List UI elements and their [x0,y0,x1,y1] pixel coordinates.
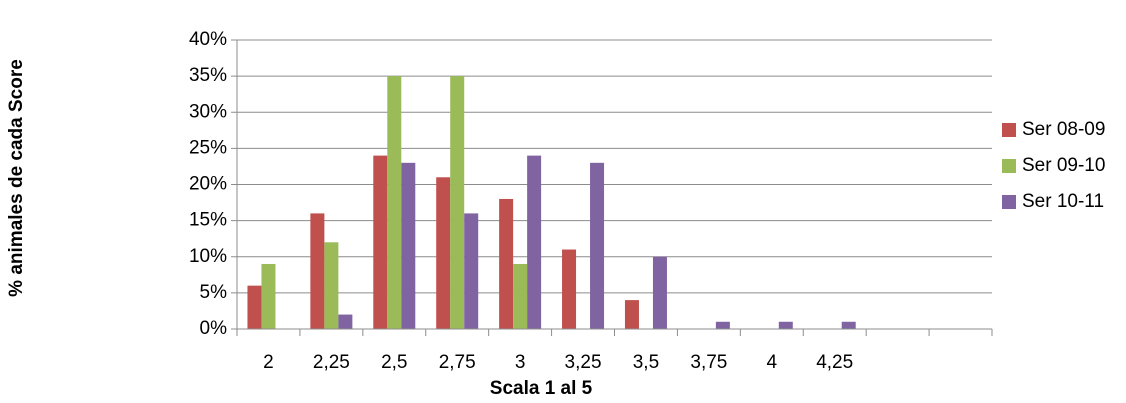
x-tick-label: 2,5 [381,352,407,373]
x-axis-title: Scala 1 al 5 [490,378,593,399]
bar-ser-10-11 [715,321,730,329]
x-tick-label: 3,25 [565,352,602,373]
x-tick-label: 2 [263,352,274,373]
bar-ser-08-09 [562,249,577,329]
y-tick-labels: 0% 5% 10% 15% 20% 25% 30% 35% 40% [189,29,227,339]
x-tick-labels: 2 2,25 2,5 2,75 3 3,25 3,5 3,75 4 4,25 [263,352,853,373]
y-tick-label: 20% [189,174,227,195]
x-tick-label: 4,25 [816,352,853,373]
bar-ser-10-11 [527,155,542,329]
bar-ser-10-11 [778,321,793,329]
bar-ser-10-11 [338,314,353,329]
y-axis-title: % animales de cada Score [6,59,27,297]
y-tick-label: 0% [200,318,228,339]
bar-ser-09-10 [513,263,528,329]
y-tick-label: 40% [189,29,227,50]
x-tick-label: 2,75 [439,352,476,373]
legend-label: Ser 09-10 [1022,155,1105,176]
bar-ser-09-10 [450,76,465,329]
bar-ser-08-09 [247,285,262,329]
legend-swatch [1002,195,1016,209]
legend-swatch [1002,123,1016,137]
legend-label: Ser 08-09 [1022,119,1105,140]
bar-ser-09-10 [324,242,339,329]
bar-ser-08-09 [310,213,325,329]
x-tick-label: 2,25 [313,352,350,373]
y-tick-label: 25% [189,137,227,158]
bar-ser-08-09 [499,198,514,329]
x-tick-label: 3,5 [633,352,659,373]
bar-ser-10-11 [401,162,416,329]
bar-ser-08-09 [373,155,388,329]
bar-ser-09-10 [261,263,276,329]
y-tick-label: 30% [189,101,227,122]
x-tick-label: 3,75 [690,352,727,373]
y-tick-label: 5% [200,282,228,303]
y-tick-label: 35% [189,65,227,86]
bar-ser-08-09 [624,300,639,329]
bar-ser-10-11 [652,256,667,329]
y-tick-label: 15% [189,210,227,231]
bar-ser-08-09 [436,177,451,329]
gridlines [231,39,992,330]
axes [236,40,993,336]
bars [247,76,856,329]
bar-ser-10-11 [841,321,856,329]
y-tick-label: 10% [189,246,227,267]
bar-ser-10-11 [464,213,479,329]
x-tick-label: 3 [515,352,526,373]
legend: Ser 08-09 Ser 09-10 Ser 10-11 [1002,119,1105,212]
legend-label: Ser 10-11 [1022,191,1104,212]
legend-swatch [1002,159,1016,173]
bar-ser-09-10 [387,76,402,329]
bar-ser-10-11 [590,162,605,329]
x-tick-label: 4 [767,352,778,373]
